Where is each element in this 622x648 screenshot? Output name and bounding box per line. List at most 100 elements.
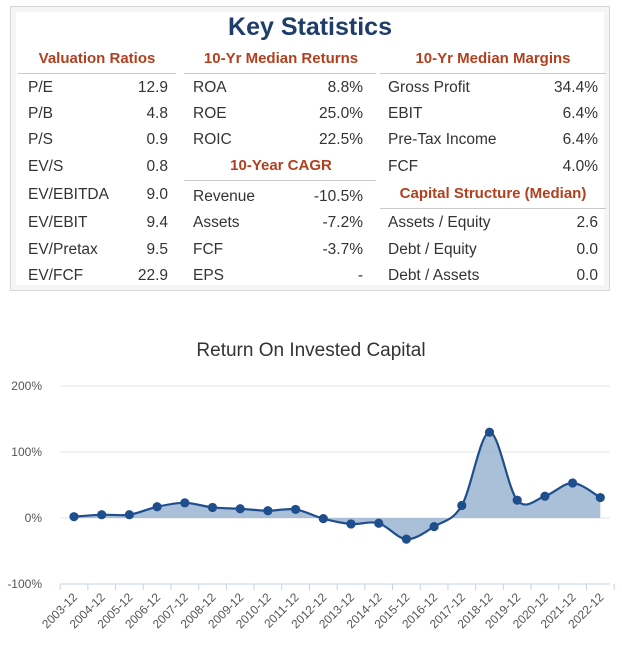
margins-row: EBIT 6.4% xyxy=(388,101,598,127)
x-axis-tick-labels: 2003-122004-122005-122006-122007-122008-… xyxy=(39,590,607,631)
data-point xyxy=(484,427,495,437)
key-statistics-panel: Key Statistics Valuation Ratios P/E 12.9 … xyxy=(16,12,606,285)
valuation-row: P/B 4.8 xyxy=(28,101,168,127)
row-value: 12.9 xyxy=(137,79,168,96)
row-value: 34.4% xyxy=(554,79,598,96)
y-axis-ticks: -100% 0% 100% 200% xyxy=(7,379,42,591)
row-value: 9.4 xyxy=(146,214,168,231)
valuation-row: P/E 12.9 xyxy=(28,75,168,101)
valuation-row: EV/FCF 22.9 xyxy=(28,263,168,289)
capital-structure-header: Capital Structure (Median) xyxy=(399,185,587,202)
capital-header-divider xyxy=(380,208,606,209)
data-point xyxy=(512,495,522,505)
row-label: P/E xyxy=(28,79,53,96)
data-point xyxy=(595,492,605,503)
row-value: -10.5% xyxy=(313,188,363,205)
chart-gridlines xyxy=(60,385,610,585)
row-value: 0.0 xyxy=(576,241,598,258)
row-label: ROIC xyxy=(193,131,232,148)
row-value: 6.4% xyxy=(562,105,598,122)
y-tick-label: -100% xyxy=(7,577,42,591)
capital-row: Assets / Equity 2.6 xyxy=(388,210,598,236)
margins-row: Pre-Tax Income 6.4% xyxy=(388,127,598,153)
data-point xyxy=(69,512,79,522)
row-value: 9.5 xyxy=(146,241,168,258)
capital-row: Debt / Equity 0.0 xyxy=(388,237,598,263)
ten-year-cagr-header: 10-Year CAGR xyxy=(230,157,332,174)
row-label: Revenue xyxy=(193,188,256,205)
row-value: -3.7% xyxy=(322,241,364,258)
row-value: 8.8% xyxy=(327,79,363,96)
capital-row: Debt / Assets 0.0 xyxy=(388,263,598,289)
median-margins-header: 10-Yr Median Margins xyxy=(415,50,571,67)
row-value: 0.8 xyxy=(146,158,168,175)
data-point xyxy=(457,500,467,511)
valuation-ratios-header: Valuation Ratios xyxy=(38,50,156,67)
row-label: P/S xyxy=(28,131,53,148)
key-statistics-card: Key Statistics Valuation Ratios P/E 12.9 … xyxy=(10,6,610,291)
returns-row: ROIC 22.5% xyxy=(193,127,363,153)
data-point xyxy=(374,518,384,528)
cagr-row: EPS - xyxy=(193,263,363,289)
margins-row: Gross Profit 34.4% xyxy=(388,75,598,101)
data-point xyxy=(180,498,190,508)
data-points xyxy=(69,427,605,544)
row-value: - xyxy=(357,267,363,284)
data-point xyxy=(318,514,328,524)
row-value: 0.0 xyxy=(576,267,598,284)
row-value: 22.5% xyxy=(319,131,363,148)
y-tick-label: 0% xyxy=(25,511,43,525)
data-point xyxy=(346,519,356,529)
row-label: Debt / Equity xyxy=(388,241,477,258)
row-label: Debt / Assets xyxy=(388,267,480,284)
y-tick-label: 100% xyxy=(11,445,42,459)
row-label: EV/S xyxy=(28,158,64,175)
valuation-row: EV/S 0.8 xyxy=(28,154,168,180)
row-value: 2.6 xyxy=(576,214,598,231)
row-label: EV/FCF xyxy=(28,267,84,284)
valuation-row: EV/Pretax 9.5 xyxy=(28,237,168,263)
data-point xyxy=(124,510,134,520)
roic-chart: -100% 0% 100% 200% 2003-122004-122005-12200… xyxy=(7,379,615,631)
cagr-row: Revenue -10.5% xyxy=(193,184,363,210)
cagr-row: FCF -3.7% xyxy=(193,237,363,263)
cagr-row: Assets -7.2% xyxy=(193,210,363,236)
data-point xyxy=(291,504,301,515)
row-value: 9.0 xyxy=(146,186,168,203)
data-point xyxy=(429,521,439,532)
row-label: EV/Pretax xyxy=(28,241,98,258)
y-tick-label: 200% xyxy=(11,379,42,393)
data-point xyxy=(207,502,218,513)
data-point xyxy=(568,478,578,488)
valuation-header-divider xyxy=(18,73,176,74)
row-label: FCF xyxy=(193,241,224,258)
row-label: EV/EBIT xyxy=(28,214,88,231)
series-area-fill xyxy=(74,432,601,540)
x-axis-tick-marks xyxy=(59,584,615,590)
returns-header-divider xyxy=(184,73,376,74)
cagr-header-divider xyxy=(184,180,376,181)
row-label: EPS xyxy=(193,267,225,284)
data-point xyxy=(235,504,245,514)
data-point xyxy=(97,510,107,520)
margins-header-divider xyxy=(380,73,606,74)
key-statistics-title: Key Statistics xyxy=(228,13,392,41)
row-value: 4.0% xyxy=(562,158,598,175)
valuation-row: P/S 0.9 xyxy=(28,127,168,153)
row-label: Assets / Equity xyxy=(388,214,491,231)
row-label: EV/EBITDA xyxy=(28,186,109,203)
row-value: 25.0% xyxy=(319,105,363,122)
row-label: ROA xyxy=(193,79,227,96)
row-value: 22.9 xyxy=(137,267,168,284)
valuation-row: EV/EBITDA 9.0 xyxy=(28,182,168,208)
median-returns-header: 10-Yr Median Returns xyxy=(203,50,359,67)
returns-row: ROA 8.8% xyxy=(193,75,363,101)
valuation-row: EV/EBIT 9.4 xyxy=(28,210,168,236)
chart-title: Return On Invested Capital xyxy=(196,340,426,361)
row-label: Assets xyxy=(193,214,240,231)
row-label: FCF xyxy=(388,158,419,175)
margins-row: FCF 4.0% xyxy=(388,154,598,180)
row-value: -7.2% xyxy=(322,214,364,231)
returns-row: ROE 25.0% xyxy=(193,101,363,127)
data-point xyxy=(263,506,273,516)
